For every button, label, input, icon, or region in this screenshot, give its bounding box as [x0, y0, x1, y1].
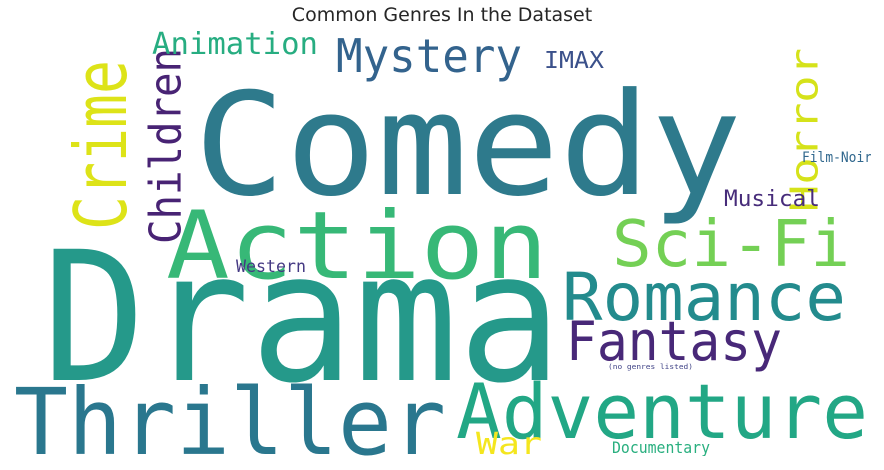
word-thriller: Thriller: [14, 369, 446, 456]
chart-title: Common Genres In the Dataset: [291, 4, 593, 26]
word-fantasy: Fantasy: [566, 310, 782, 373]
word-musical: Musical: [724, 187, 820, 212]
word-action: Action: [166, 192, 548, 301]
word-sci-fi: Sci-Fi: [612, 208, 850, 282]
word-film-noir: Film-Noir: [802, 150, 871, 166]
word-documentary: Documentary: [612, 438, 710, 456]
word-imax: IMAX: [544, 48, 604, 74]
word-animation: Animation: [152, 28, 318, 62]
word-crime: Crime: [59, 60, 143, 230]
word-drama: Drama: [42, 214, 562, 423]
word-romance: Romance: [562, 259, 846, 336]
word-war: War: [476, 427, 542, 456]
word-comedy: Comedy: [194, 63, 742, 228]
word-adventure: Adventure: [456, 367, 868, 456]
word-no-genres-listed: (no genres listed): [608, 363, 693, 371]
word-children: Children: [140, 48, 191, 244]
word-mystery: Mystery: [336, 29, 522, 83]
word-horror: Horror: [783, 48, 827, 212]
word-western: Western: [236, 257, 306, 277]
